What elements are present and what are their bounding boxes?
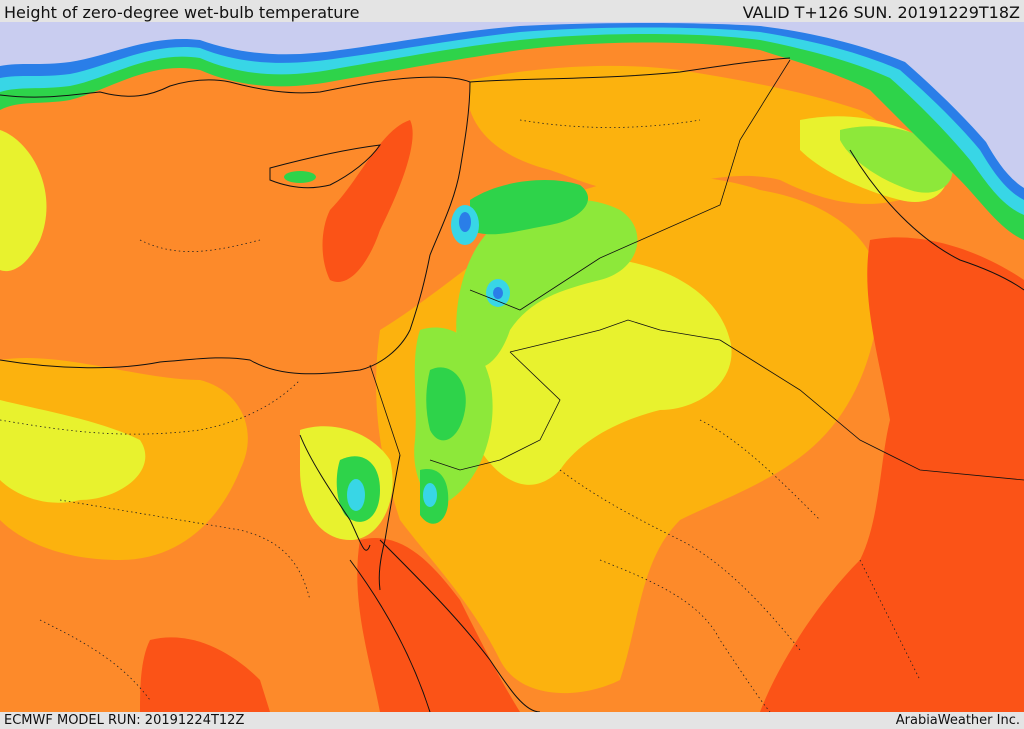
- borders: [369, 59, 1024, 481]
- coastline-gulf-suez: [299, 434, 371, 551]
- coastline-red-sea-east: [379, 539, 541, 712]
- credit-label: ArabiaWeather Inc.: [895, 713, 1020, 728]
- blue-low-jordan-core: [493, 287, 503, 299]
- province-borders: [0, 119, 921, 712]
- north-cyan-band: [0, 22, 1024, 215]
- red-region-redsea: [357, 538, 520, 712]
- border-jordan-east: [429, 351, 561, 471]
- red-region-east: [760, 237, 1024, 712]
- coastline-levant-east: [469, 57, 791, 83]
- coastline-turkey-south: [0, 76, 471, 375]
- blue-low-lebanon-core: [459, 212, 471, 232]
- valid-time: VALID T+126 SUN. 20191229T18Z: [742, 3, 1020, 22]
- map-panel: [0, 22, 1024, 712]
- coastlines: [0, 57, 1024, 712]
- green-low-cyprus: [284, 171, 316, 183]
- yellow-region-jordan: [456, 257, 732, 485]
- border-syria-iraq: [599, 59, 791, 259]
- red-region-mediterranean: [322, 120, 413, 282]
- border-jordan-north: [469, 257, 601, 311]
- footer-bar: ECMWF MODEL RUN: 20191224T12Z ArabiaWeat…: [0, 712, 1024, 729]
- cyan-low-aqaba: [423, 483, 437, 507]
- header-bar: Height of zero-degree wet-bulb temperatu…: [0, 0, 1024, 22]
- coastline-red-sea-west: [349, 559, 431, 712]
- north-green-band: [0, 22, 1024, 240]
- model-run-label: ECMWF MODEL RUN: 20191224T12Z: [4, 713, 245, 728]
- map-title: Height of zero-degree wet-bulb temperatu…: [4, 3, 360, 22]
- border-iraq-saudi: [719, 339, 1024, 481]
- green-region-levant: [470, 180, 589, 235]
- gold-region-north: [470, 65, 908, 204]
- light-green-region-jordan: [456, 199, 638, 369]
- cyan-low-sinai: [347, 479, 365, 511]
- coastline-iraq-gulf: [849, 149, 1024, 291]
- north-lavender-band: [0, 22, 1024, 188]
- coastline-cyprus: [269, 144, 382, 189]
- border-egypt-israel: [369, 364, 401, 456]
- border-jordan-saudi: [509, 319, 721, 353]
- green-region-deadsea: [426, 367, 466, 441]
- red-region-southwest: [140, 637, 270, 712]
- yellow-region-west: [0, 130, 47, 272]
- coastline-gulf-aqaba: [378, 454, 401, 591]
